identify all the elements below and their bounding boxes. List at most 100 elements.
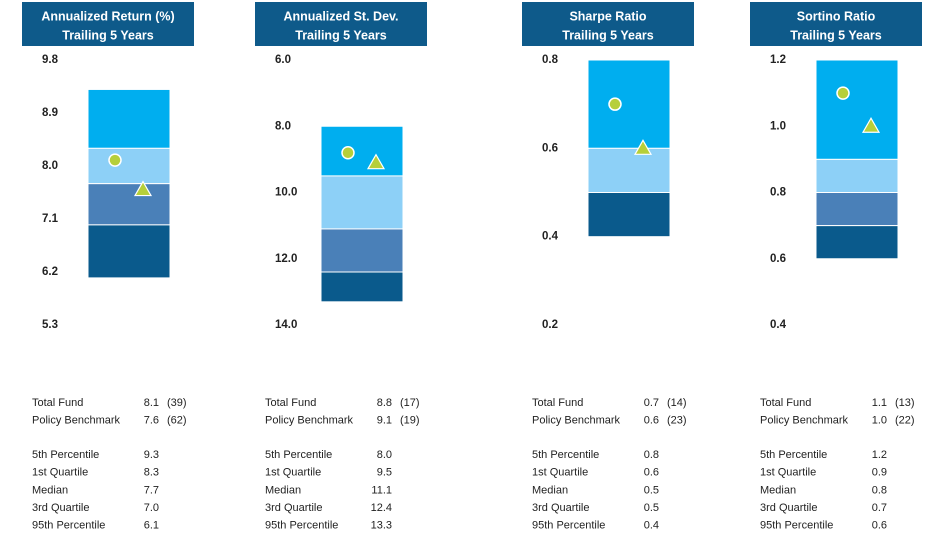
- table-label: Total Fund: [532, 397, 583, 409]
- table-label: Policy Benchmark: [32, 414, 121, 426]
- table-label: Policy Benchmark: [532, 414, 621, 426]
- chart-title: Annualized Return (%): [41, 9, 174, 23]
- table-label: 1st Quartile: [32, 467, 88, 479]
- percentile-segment: [587, 192, 671, 238]
- y-tick-label: 8.9: [42, 107, 58, 119]
- table-value: 13.3: [371, 520, 392, 532]
- table-value: 9.3: [144, 449, 159, 461]
- benchmark-marker: [133, 180, 153, 197]
- percentile-segment: [587, 147, 671, 193]
- y-tick-label: 0.6: [542, 142, 558, 154]
- table-label: 95th Percentile: [32, 520, 105, 532]
- benchmark-marker: [861, 117, 881, 133]
- table-value: 8.8: [377, 397, 392, 409]
- y-tick-label: 0.8: [770, 187, 787, 199]
- table-value: 7.0: [144, 502, 159, 514]
- table-value: 8.3: [144, 467, 159, 479]
- y-tick-label: 7.1: [42, 213, 59, 225]
- percentile-segment: [320, 271, 404, 303]
- table-label: 1st Quartile: [532, 467, 588, 479]
- chart-subtitle: Trailing 5 Years: [62, 28, 154, 42]
- percentile-segment: [87, 224, 171, 279]
- y-tick-label: 10.0: [275, 187, 297, 199]
- table-label: 3rd Quartile: [532, 502, 589, 514]
- table-rank: (13): [895, 397, 915, 409]
- table-label: Total Fund: [265, 397, 316, 409]
- percentile-segment: [320, 228, 404, 273]
- table-rank: (19): [400, 414, 420, 426]
- percentile-segment: [815, 225, 899, 260]
- table-value: 6.1: [144, 520, 159, 532]
- percentile-segment: [587, 59, 671, 149]
- table-label: Policy Benchmark: [265, 414, 354, 426]
- y-tick-label: 0.4: [542, 231, 559, 243]
- table-value: 0.5: [644, 502, 659, 514]
- table-value: 9.1: [377, 414, 392, 426]
- y-tick-label: 0.4: [770, 319, 787, 331]
- table-value: 1.0: [872, 414, 887, 426]
- percentile-segment: [87, 183, 171, 226]
- y-tick-label: 9.8: [42, 54, 59, 66]
- table-value: 0.4: [644, 520, 659, 532]
- table-value: 9.5: [377, 467, 392, 479]
- y-tick-label: 6.0: [275, 54, 291, 66]
- table-label: 5th Percentile: [32, 449, 99, 461]
- y-tick-label: 5.3: [42, 319, 58, 331]
- benchmark-marker: [366, 153, 386, 170]
- table-label: 3rd Quartile: [32, 502, 89, 514]
- table-value: 0.7: [644, 397, 659, 409]
- y-tick-label: 1.0: [770, 120, 786, 132]
- y-tick-label: 14.0: [275, 319, 297, 331]
- table-value: 7.7: [144, 484, 159, 496]
- table-label: 95th Percentile: [532, 520, 605, 532]
- table-value: 8.0: [377, 449, 392, 461]
- table-label: 1st Quartile: [265, 467, 321, 479]
- table-label: Policy Benchmark: [760, 414, 849, 426]
- table-value: 0.8: [872, 484, 887, 496]
- table-value: 0.6: [644, 414, 659, 426]
- percentile-segment: [320, 125, 404, 177]
- table-value: 12.4: [371, 502, 392, 514]
- table-label: Median: [265, 484, 301, 496]
- table-rank: (23): [667, 414, 687, 426]
- table-rank: (62): [167, 414, 187, 426]
- table-label: 5th Percentile: [760, 449, 827, 461]
- chart-title: Annualized St. Dev.: [283, 9, 398, 23]
- table-label: 3rd Quartile: [760, 502, 817, 514]
- y-tick-label: 12.0: [275, 253, 297, 265]
- title-box: [255, 2, 427, 46]
- percentile-segment: [815, 158, 899, 193]
- table-rank: (14): [667, 397, 687, 409]
- chart-title: Sharpe Ratio: [569, 9, 646, 23]
- table-value: 0.8: [644, 449, 659, 461]
- percentile-segment: [87, 147, 171, 185]
- fund-marker: [108, 153, 122, 167]
- table-label: 5th Percentile: [265, 449, 332, 461]
- y-tick-label: 8.0: [42, 160, 58, 172]
- table-label: Median: [760, 484, 796, 496]
- percentile-segment: [87, 88, 171, 149]
- title-box: [22, 2, 194, 46]
- table-label: Total Fund: [760, 397, 811, 409]
- y-tick-label: 8.0: [275, 120, 291, 132]
- table-value: 1.2: [872, 449, 887, 461]
- fund-marker: [836, 86, 850, 100]
- fund-marker: [608, 97, 622, 111]
- table-label: Median: [32, 484, 68, 496]
- chart-subtitle: Trailing 5 Years: [790, 28, 882, 42]
- table-rank: (22): [895, 414, 915, 426]
- table-value: 0.6: [872, 520, 887, 532]
- chart-subtitle: Trailing 5 Years: [562, 28, 654, 42]
- table-label: 95th Percentile: [265, 520, 338, 532]
- percentile-segment: [320, 175, 404, 230]
- y-tick-label: 0.6: [770, 253, 786, 265]
- title-box: [522, 2, 694, 46]
- table-label: 95th Percentile: [760, 520, 833, 532]
- chart-title: Sortino Ratio: [797, 9, 876, 23]
- table-value: 0.9: [872, 467, 887, 479]
- y-tick-label: 0.8: [542, 54, 559, 66]
- chart-subtitle: Trailing 5 Years: [295, 28, 387, 42]
- table-value: 1.1: [872, 397, 887, 409]
- y-tick-label: 0.2: [542, 319, 558, 331]
